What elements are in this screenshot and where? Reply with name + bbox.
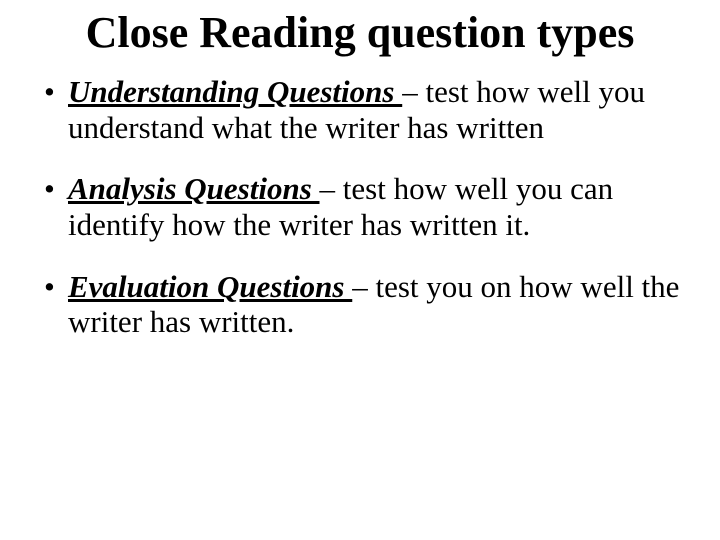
term: Evaluation Questions — [68, 269, 352, 304]
term: Analysis Questions — [68, 171, 320, 206]
term: Understanding Questions — [68, 74, 402, 109]
list-item: Understanding Questions – test how well … — [40, 74, 680, 145]
slide-title: Close Reading question types — [40, 10, 680, 56]
bullet-list: Understanding Questions – test how well … — [40, 74, 680, 340]
list-item: Analysis Questions – test how well you c… — [40, 171, 680, 242]
slide: Close Reading question types Understandi… — [0, 0, 720, 540]
list-item: Evaluation Questions – test you on how w… — [40, 269, 680, 340]
